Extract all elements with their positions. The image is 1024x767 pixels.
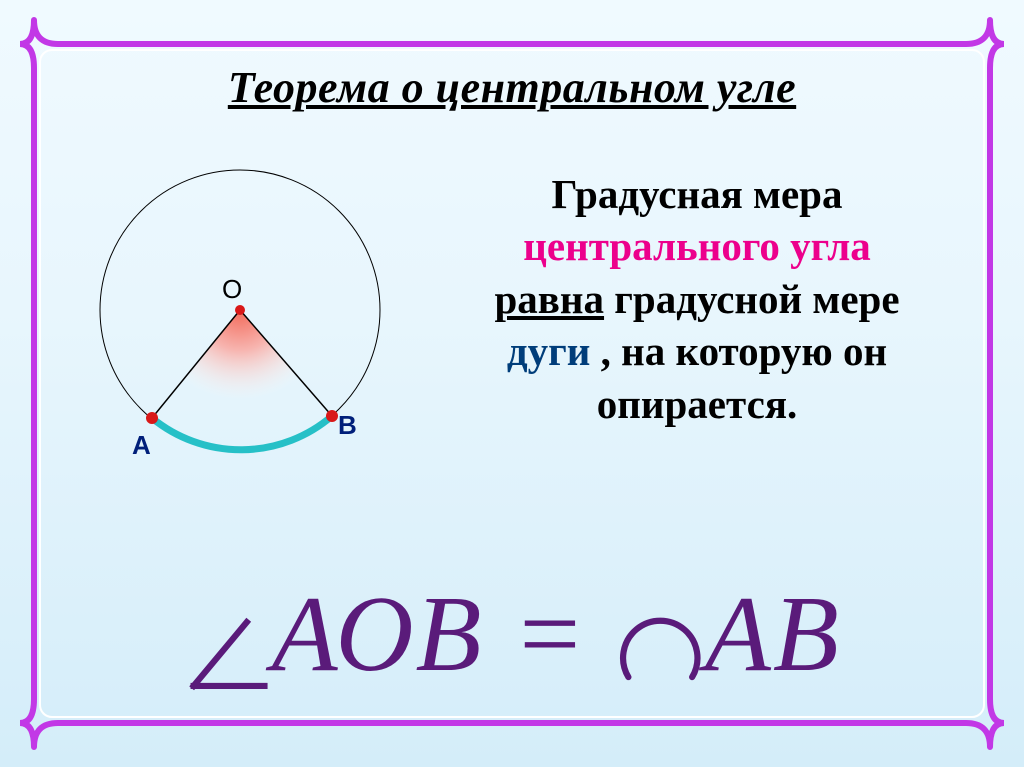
formula-aob: АОВ [272,575,484,694]
formula-eq: = [483,575,616,694]
theorem-part6: , на которую он опирается. [590,328,887,426]
angle-symbol-icon [183,573,272,697]
arc-symbol-icon [616,573,705,697]
theorem-part-equals: равна [494,276,604,322]
theorem-part-central-angle: центрального угла [523,223,870,269]
svg-text:А: А [132,430,151,460]
svg-text:В: В [338,410,357,440]
theorem-part1: Градусная мера [552,171,843,217]
svg-text:О: О [222,274,242,304]
theorem-part4: градусной мере [604,276,899,322]
theorem-part-arc: дуги [507,328,590,374]
central-angle-diagram: О А В [70,150,410,490]
formula: АОВ = АВ [0,573,1024,697]
theorem-statement: Градусная мера центрального угла равна г… [440,168,954,430]
theorem-title: Теорема о центральном угле [0,62,1024,113]
formula-ab: АВ [705,575,841,694]
